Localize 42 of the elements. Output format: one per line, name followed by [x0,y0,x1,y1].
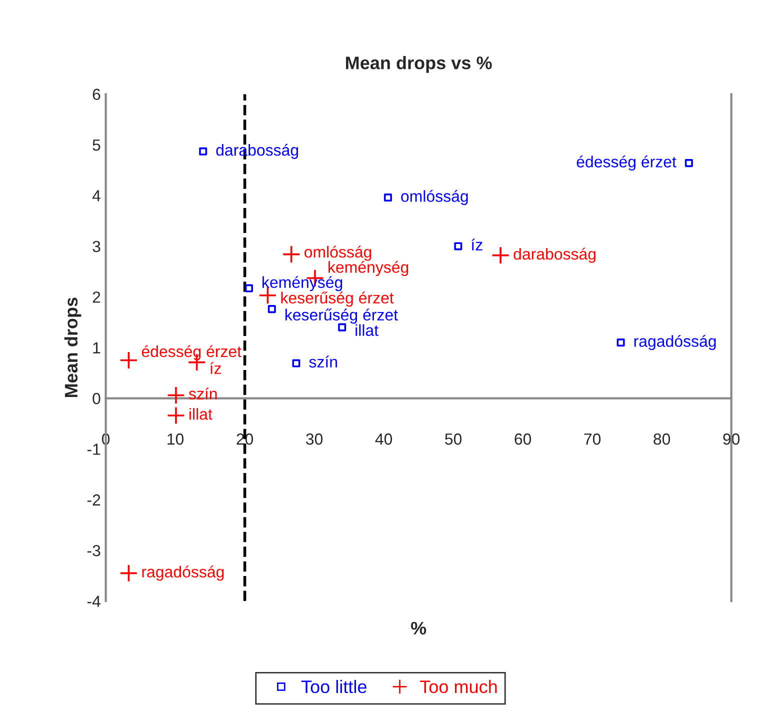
x-tick-label: 20 [236,433,254,445]
x-tick-label: 90 [723,433,740,445]
annotation: keménység [328,260,408,276]
annotation: ragadósság [142,566,224,581]
annotation: omlósság [401,190,468,206]
annotation: szín [188,388,217,400]
annotation: íz [472,238,482,250]
y-tick-label: -1 [87,444,100,455]
y-axis-title: Mean drops [64,298,82,398]
legend-label: Too little [301,680,366,694]
annotation: édesség érzet [576,156,676,171]
y-tick-label: 3 [92,240,100,252]
y-tick-label: 5 [92,140,100,151]
y-tick-label: 4 [92,190,100,202]
chart-title: Mean drops vs % [346,56,492,73]
annotation: keserűség érzet [281,292,394,307]
annotation: omlósság [304,246,372,261]
legend-label: Too much [420,680,497,694]
annotation: darabosság [514,248,596,263]
x-tick-label: 30 [306,433,323,445]
x-axis-title: % [410,622,426,635]
x-tick-label: 40 [375,433,392,445]
x-tick-label: 50 [445,433,462,445]
annotation: ragadósság [634,334,716,350]
annotation: édesség érzet [142,345,242,360]
y-tick-label: -3 [87,545,100,556]
x-tick-label: 80 [654,433,670,445]
x-tick-label: 70 [584,433,601,445]
y-tick-label: -4 [87,596,100,607]
annotation: illat [356,324,378,336]
y-tick-label: -2 [87,494,100,506]
x-tick-label: 60 [514,433,532,445]
annotation: íz [210,362,221,374]
y-tick-label: 6 [92,88,100,100]
y-tick-label: 0 [92,392,100,404]
y-tick-label: 1 [93,342,100,354]
x-tick-label: 10 [168,433,184,445]
annotation: darabosság [216,144,298,159]
annotation: keserűség érzet [285,308,398,324]
annotation: illat [190,408,212,420]
annotation: szín [309,356,337,368]
y-tick-label: 2 [92,292,100,303]
